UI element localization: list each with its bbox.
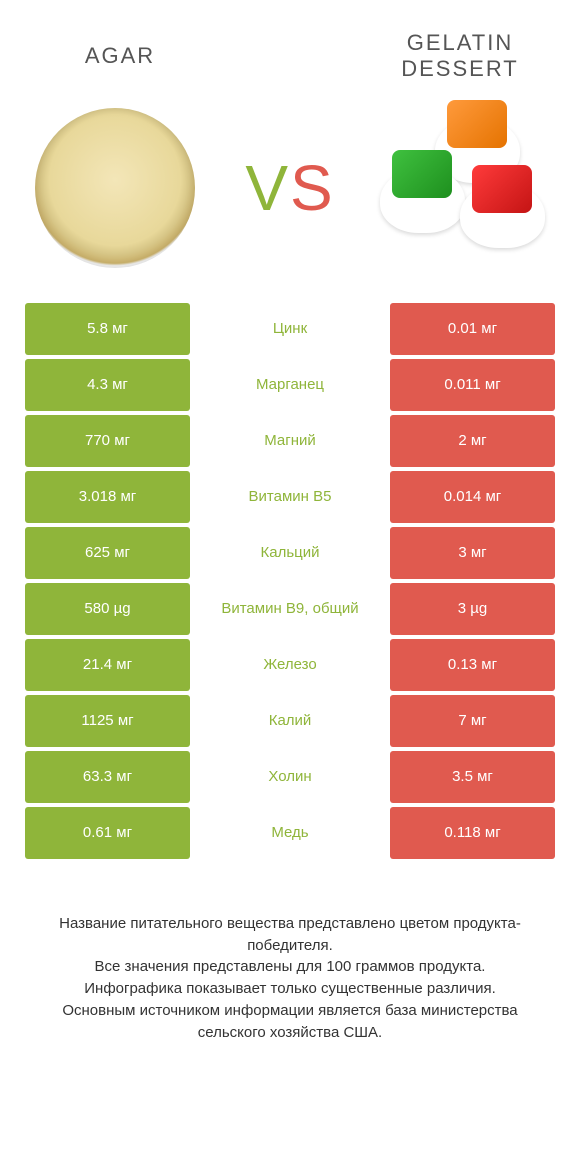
right-value: 2 мг <box>390 415 555 467</box>
left-value: 21.4 мг <box>25 639 190 691</box>
table-row: 63.3 мгХолин3.5 мг <box>25 751 555 803</box>
right-value: 7 мг <box>390 695 555 747</box>
footer-line-3: Инфографика показывает только существенн… <box>35 978 545 1000</box>
right-value: 3 µg <box>390 583 555 635</box>
left-product-title: AGAR <box>30 43 210 69</box>
nutrient-name: Медь <box>190 807 390 859</box>
header-titles: AGAR GELATIN DESSERT <box>0 0 580 103</box>
vs-letter-v: V <box>245 151 290 225</box>
left-value: 3.018 мг <box>25 471 190 523</box>
left-product-title-wrap: AGAR <box>30 43 210 69</box>
vs-letter-s: S <box>290 151 335 225</box>
right-value: 3.5 мг <box>390 751 555 803</box>
left-value: 580 µg <box>25 583 190 635</box>
nutrient-name: Витамин B9, общий <box>190 583 390 635</box>
nutrient-name: Витамин B5 <box>190 471 390 523</box>
right-value: 0.014 мг <box>390 471 555 523</box>
left-value: 1125 мг <box>25 695 190 747</box>
table-row: 0.61 мгМедь0.118 мг <box>25 807 555 859</box>
comparison-table: 5.8 мгЦинк0.01 мг4.3 мгМарганец0.011 мг7… <box>0 303 580 859</box>
right-value: 3 мг <box>390 527 555 579</box>
vs-row: VS <box>0 103 580 303</box>
nutrient-name: Кальций <box>190 527 390 579</box>
left-value: 625 мг <box>25 527 190 579</box>
left-value: 63.3 мг <box>25 751 190 803</box>
right-value: 0.118 мг <box>390 807 555 859</box>
nutrient-name: Калий <box>190 695 390 747</box>
left-value: 5.8 мг <box>25 303 190 355</box>
nutrient-name: Цинк <box>190 303 390 355</box>
nutrient-name: Холин <box>190 751 390 803</box>
agar-bowl-illustration <box>35 108 195 268</box>
right-product-title: GELATIN DESSERT <box>370 30 550 83</box>
table-row: 4.3 мгМарганец0.011 мг <box>25 359 555 411</box>
table-row: 3.018 мгВитамин B50.014 мг <box>25 471 555 523</box>
footer-notes: Название питательного вещества представл… <box>0 863 580 1044</box>
table-row: 1125 мгКалий7 мг <box>25 695 555 747</box>
nutrient-name: Марганец <box>190 359 390 411</box>
vs-label: VS <box>245 151 334 225</box>
table-row: 21.4 мгЖелезо0.13 мг <box>25 639 555 691</box>
footer-line-1: Название питательного вещества представл… <box>35 913 545 957</box>
table-row: 580 µgВитамин B9, общий3 µg <box>25 583 555 635</box>
gelatin-illustration <box>380 113 550 263</box>
nutrient-name: Железо <box>190 639 390 691</box>
right-value: 0.13 мг <box>390 639 555 691</box>
table-row: 5.8 мгЦинк0.01 мг <box>25 303 555 355</box>
right-product-title-wrap: GELATIN DESSERT <box>370 30 550 83</box>
right-value: 0.011 мг <box>390 359 555 411</box>
table-row: 625 мгКальций3 мг <box>25 527 555 579</box>
left-value: 0.61 мг <box>25 807 190 859</box>
table-row: 770 мгМагний2 мг <box>25 415 555 467</box>
left-value: 770 мг <box>25 415 190 467</box>
nutrient-name: Магний <box>190 415 390 467</box>
left-value: 4.3 мг <box>25 359 190 411</box>
footer-line-2: Все значения представлены для 100 граммо… <box>35 956 545 978</box>
right-value: 0.01 мг <box>390 303 555 355</box>
footer-line-4: Основным источником информации является … <box>35 1000 545 1044</box>
left-product-image <box>30 103 200 273</box>
right-product-image <box>380 103 550 273</box>
